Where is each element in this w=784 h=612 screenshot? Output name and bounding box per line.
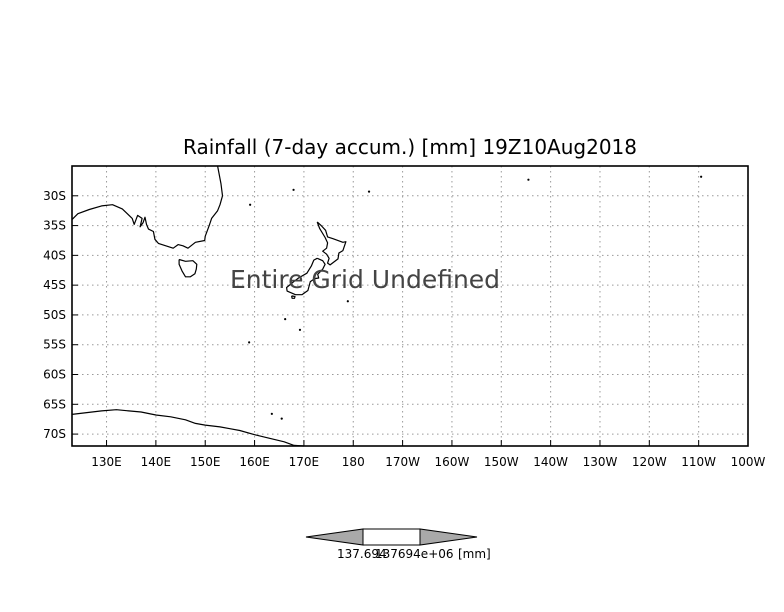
lon-tick-label: 120W [632, 455, 667, 469]
lon-tick-label: 110W [681, 455, 716, 469]
lat-tick-label: 30S [43, 189, 66, 203]
lon-tick-label: 130E [91, 455, 122, 469]
lon-tick-label: 160W [435, 455, 470, 469]
coastlines [71, 165, 703, 447]
lat-tick-label: 70S [43, 427, 66, 441]
colorbar-right-triangle [419, 528, 478, 546]
map-frame [71, 165, 749, 447]
lon-tick-label: 100W [731, 455, 766, 469]
lon-tick-label: 140W [533, 455, 568, 469]
lon-tick-label: 150E [190, 455, 221, 469]
island-dot [249, 203, 252, 206]
lat-tick-label: 35S [43, 219, 66, 233]
island-dot [270, 412, 273, 415]
lon-tick-label: 160E [239, 455, 270, 469]
map-title: Rainfall (7-day accum.) [mm] 19Z10Aug201… [183, 135, 637, 159]
lat-tick-label: 50S [43, 308, 66, 322]
island-dot [284, 318, 287, 321]
undefined-grid-message: Entire Grid Undefined [230, 265, 500, 294]
coastline-australia [71, 165, 224, 249]
colorbar-label-left: 137.694 [337, 547, 387, 561]
latitude-axis: 30S 35S 40S 45S 50S 55S 60S 65S 70S [43, 189, 78, 441]
island-dot [700, 175, 703, 178]
island-dot [346, 300, 349, 303]
longitude-axis: 130E 140E 150E 160E 170E 180 170W 160W 150W 140W 1… [91, 440, 766, 469]
island-dot [248, 341, 251, 344]
lon-tick-label: 170W [385, 455, 420, 469]
island-dot [280, 417, 283, 420]
coastline-nz-south [286, 257, 326, 296]
colorbar: 137.694 137694e+06 [mm] [305, 528, 491, 561]
coastline-tasmania [178, 258, 198, 278]
island-dot [298, 328, 302, 331]
lat-tick-label: 60S [43, 368, 66, 382]
lon-tick-label: 150W [484, 455, 519, 469]
island-dot [292, 188, 295, 191]
coastline-stewart [291, 295, 296, 299]
lon-tick-label: 180 [342, 455, 365, 469]
coastline-antarctica [71, 409, 304, 447]
lon-tick-label: 130W [583, 455, 618, 469]
lon-tick-label: 170E [289, 455, 320, 469]
island-dot [367, 190, 371, 193]
coastline-nz-north [316, 221, 347, 266]
colorbar-units: [mm] [458, 547, 491, 561]
lat-tick-label: 65S [43, 397, 66, 411]
colorbar-middle-box [362, 528, 421, 546]
colorbar-label-middle: 137694e+06 [375, 547, 454, 561]
lat-tick-label: 45S [43, 278, 66, 292]
island-dot [527, 178, 530, 181]
lat-tick-label: 40S [43, 248, 66, 262]
lat-tick-label: 55S [43, 338, 66, 352]
lon-tick-label: 140E [141, 455, 172, 469]
